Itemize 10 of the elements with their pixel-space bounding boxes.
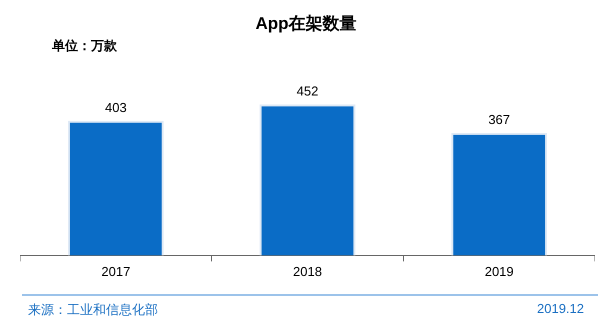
x-tick-label: 2018	[293, 264, 322, 279]
source-note: 来源：工业和信息化部	[28, 301, 158, 319]
data-label: 452	[296, 84, 318, 99]
x-tick-label: 2017	[101, 264, 130, 279]
chart-title: App在架数量	[254, 13, 358, 35]
text: 2019.12	[537, 301, 584, 316]
x-tick-label: 2019	[484, 264, 514, 279]
data-label: 367	[488, 112, 510, 127]
data-label: 403	[104, 100, 127, 115]
text: 单位：万款	[52, 37, 117, 55]
